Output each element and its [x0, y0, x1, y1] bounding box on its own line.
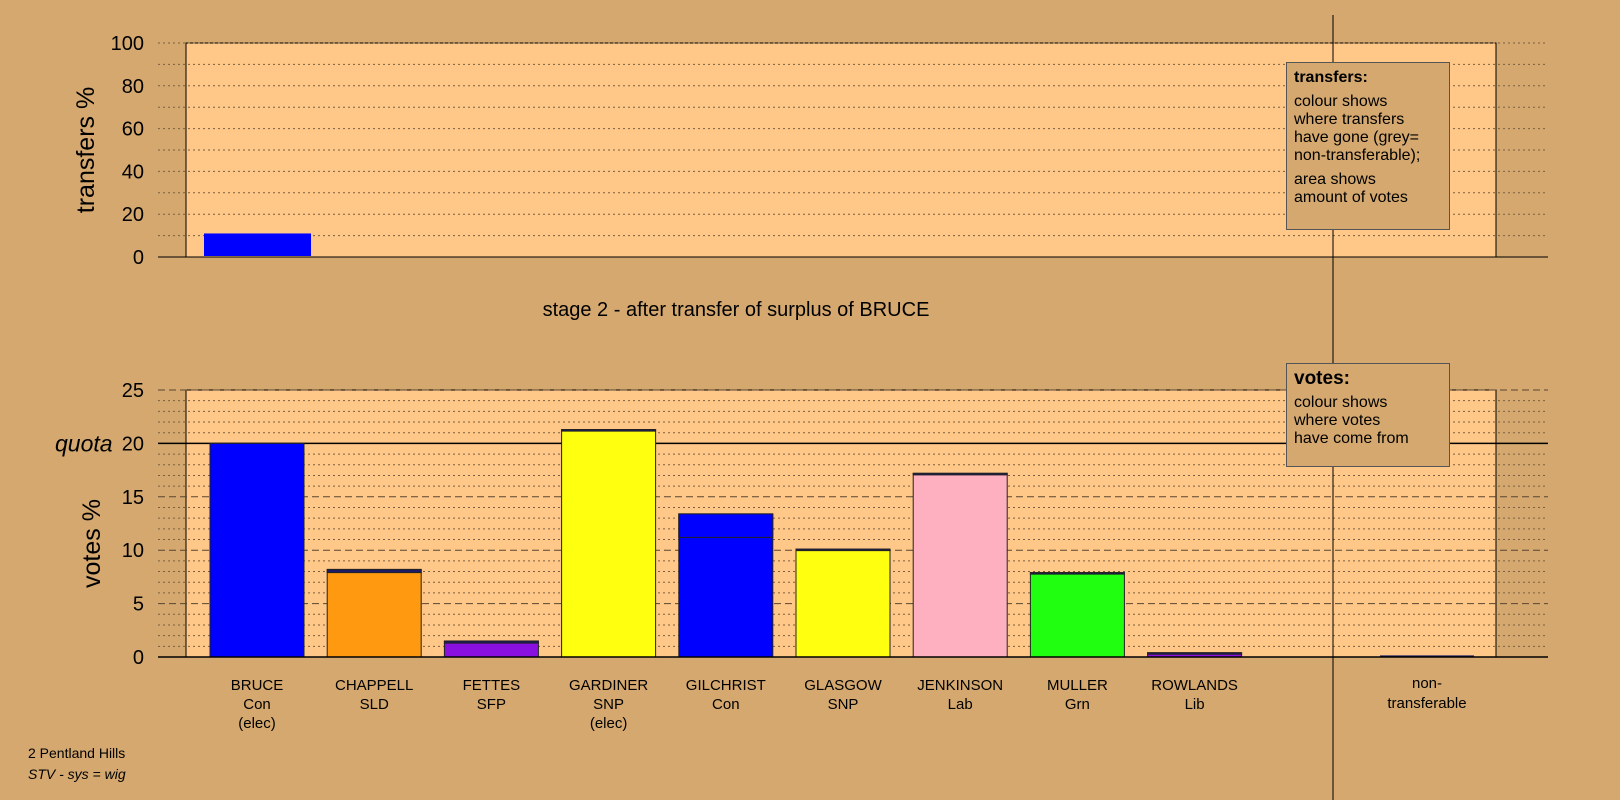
vote-bar-segment-chappell: [326, 568, 422, 574]
votes-y-tick-label: 25: [122, 380, 144, 402]
candidate-party-label: Lab: [948, 696, 973, 713]
transfers-legend-line: non-transferable);: [1294, 147, 1421, 164]
transfers-legend-line: colour shows: [1294, 93, 1388, 110]
transfers-legend-line: amount of votes: [1294, 189, 1408, 206]
vote-bar-segment-jenkinson: [912, 472, 1008, 476]
votes-y-tick-label: 0: [133, 647, 144, 669]
vote-bar-segment-gilchrist: [678, 513, 774, 538]
voting-system-label: STV - sys = wig: [28, 766, 126, 782]
vote-bar-bruce: [209, 442, 305, 658]
transfers-legend-line: have gone (grey=: [1294, 129, 1419, 146]
candidate-name-label: JENKINSON: [917, 677, 1003, 694]
transfers-y-tick-label: 0: [133, 247, 144, 269]
candidate-name-label: GILCHRIST: [686, 677, 766, 694]
candidate-party-label: SFP: [477, 696, 506, 713]
nontransferable-label: transferable: [1387, 695, 1466, 712]
nontransferable-label: non-: [1412, 675, 1442, 692]
votes-y-tick-label: 10: [122, 540, 144, 562]
vote-bar-gardiner: [561, 429, 657, 658]
transfers-y-tick-label: 100: [111, 33, 144, 55]
quota-label: quota: [55, 430, 113, 456]
transfers-y-tick-label: 20: [122, 204, 144, 226]
transfers-y-axis-label: transfers %: [72, 87, 100, 213]
vote-bar-glasgow: [795, 548, 891, 658]
transfers-legend-line: area shows: [1294, 171, 1376, 188]
candidate-party-label: Lib: [1185, 696, 1205, 713]
candidate-name-label: GLASGOW: [804, 677, 882, 694]
votes-legend-line: where votes: [1294, 412, 1381, 429]
candidate-party-label: Con: [243, 696, 271, 713]
votes-y-tick-label: 15: [122, 487, 144, 509]
candidate-party-label: SNP: [828, 696, 859, 713]
votes-y-tick-label: 5: [133, 594, 144, 616]
candidate-name-label: MULLER: [1047, 677, 1108, 694]
vote-bar-jenkinson: [912, 472, 1008, 658]
votes-legend-line: colour shows: [1294, 394, 1388, 411]
votes-legend: votes: colour shows where votes have com…: [1286, 363, 1450, 467]
candidate-party-label: Con: [712, 696, 740, 713]
votes-legend-title: votes:: [1294, 368, 1350, 389]
votes-y-axis-label: votes %: [78, 499, 106, 588]
vote-bar-segment-glasgow: [795, 548, 891, 552]
candidate-name-label: CHAPPELL: [335, 677, 413, 694]
votes-y-tick-label: 20: [122, 433, 144, 455]
candidate-name-label: ROWLANDS: [1151, 677, 1238, 694]
candidate-name-label: GARDINER: [569, 677, 648, 694]
candidate-party-label: SLD: [360, 696, 389, 713]
vote-bar-chappell: [326, 568, 422, 658]
constituency-label: 2 Pentland Hills: [28, 745, 126, 761]
transfers-y-tick-label: 60: [122, 119, 144, 141]
transfers-legend-title: transfers:: [1294, 69, 1368, 86]
vote-bar-segment-muller: [1029, 572, 1125, 575]
vote-bar-segment-fettes: [443, 640, 539, 644]
candidate-elected-label: (elec): [238, 715, 276, 732]
transfers-legend-line: where transfers: [1294, 111, 1405, 128]
transfer-bar-bruce: [204, 233, 311, 256]
candidate-name-label: BRUCE: [231, 677, 284, 694]
chart-title: stage 2 - after transfer of surplus of B…: [543, 299, 930, 321]
candidate-party-label: Grn: [1065, 696, 1090, 713]
vote-bar-segment-gardiner: [561, 429, 657, 432]
votes-legend-line: have come from: [1294, 430, 1409, 447]
transfers-y-tick-label: 80: [122, 76, 144, 98]
vote-bar-muller: [1029, 572, 1125, 658]
transfers-legend: transfers: colour shows where transfers …: [1286, 62, 1450, 230]
transfers-y-tick-label: 40: [122, 161, 144, 183]
candidate-name-label: FETTES: [463, 677, 521, 694]
candidate-party-label: SNP: [593, 696, 624, 713]
vote-bar-segment-rowlands: [1147, 652, 1243, 655]
candidate-elected-label: (elec): [590, 715, 628, 732]
